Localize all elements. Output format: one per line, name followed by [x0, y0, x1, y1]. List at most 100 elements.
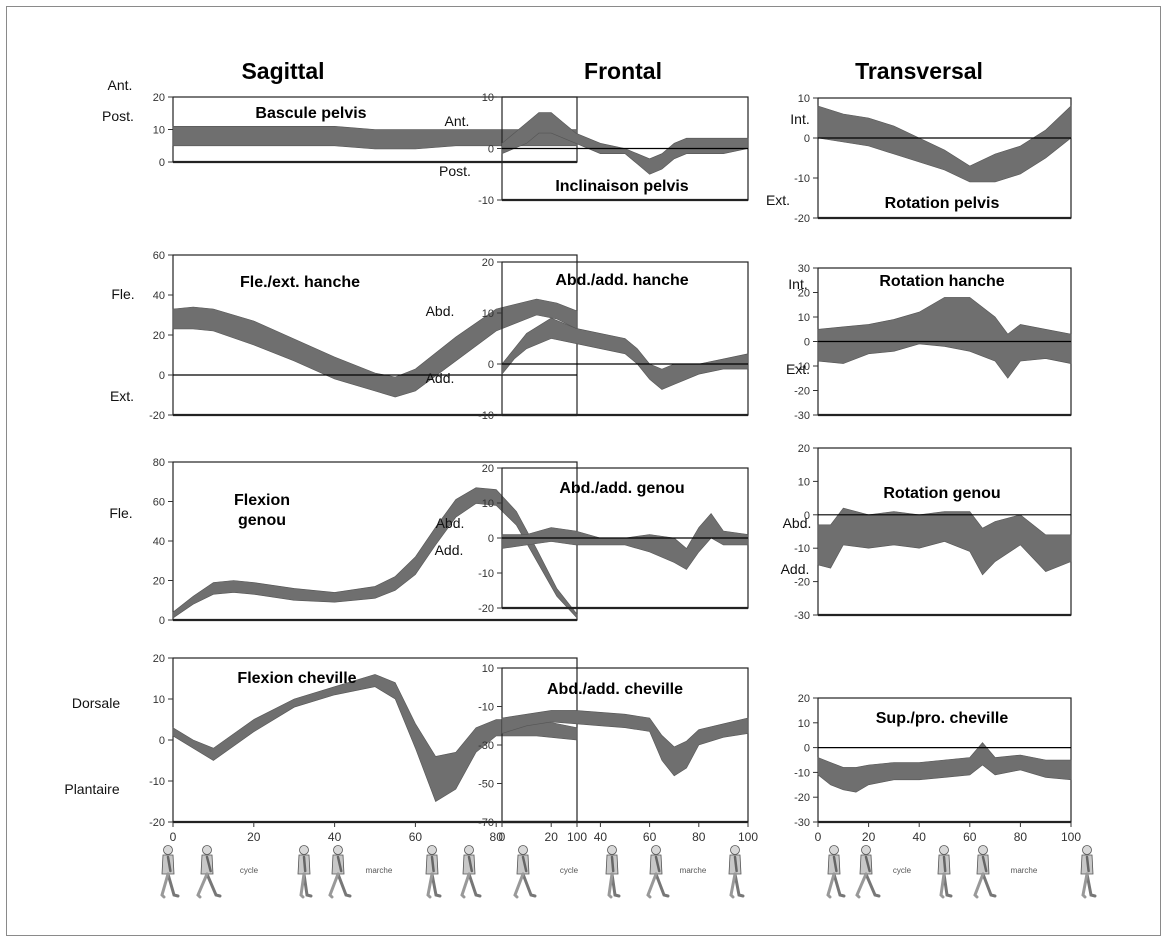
- walking-figure: [160, 845, 180, 899]
- y-tick-label: 20: [153, 92, 165, 104]
- x-tick-label: 0: [170, 830, 177, 844]
- figure-arm: [610, 855, 615, 873]
- y-tick-label: 80: [153, 457, 165, 469]
- y-tick-label: 10: [798, 718, 810, 730]
- gait-caption-label: cycle: [240, 866, 259, 875]
- figure-head: [163, 845, 173, 855]
- figure-leg: [336, 872, 352, 898]
- y-tick-label: 0: [804, 510, 810, 522]
- gait-caption-label: cycle: [560, 866, 579, 875]
- side-label: Post.: [102, 108, 134, 124]
- side-label: Add.: [426, 370, 455, 386]
- walking-figure: [973, 845, 997, 899]
- y-tick-label: 20: [153, 330, 165, 342]
- y-tick-label: 40: [153, 536, 165, 548]
- y-tick-label: 20: [798, 443, 810, 455]
- y-tick-label: 30: [798, 263, 810, 275]
- figure-leg: [196, 872, 209, 899]
- x-tick-label: 60: [963, 830, 977, 844]
- side-label: Int.: [790, 111, 809, 127]
- y-tick-label: -20: [478, 603, 494, 615]
- side-label: Add.: [435, 542, 464, 558]
- y-tick-label: 20: [482, 257, 494, 269]
- data-band: [501, 710, 749, 777]
- side-label: Fle.: [111, 286, 134, 302]
- plots-grid: 0 10 20 Bascule pelvis Ant. Post. -10 0 10 Inclin…: [64, 77, 1081, 844]
- data-band: [817, 742, 1072, 793]
- figure-head: [464, 845, 474, 855]
- figure-arm: [521, 855, 528, 873]
- walking-figure: [460, 845, 482, 899]
- data-band: [817, 507, 1072, 576]
- y-tick-label: -20: [149, 817, 165, 829]
- figure-leg: [826, 872, 836, 899]
- data-band: [817, 105, 1072, 183]
- x-tick-label: 0: [499, 830, 506, 844]
- figure-leg: [1081, 872, 1089, 899]
- y-tick-label: -10: [478, 702, 494, 714]
- y-tick-label: 10: [153, 125, 165, 137]
- walking-figure: [196, 845, 222, 899]
- x-tick-label: 100: [567, 830, 587, 844]
- y-tick-label: -30: [794, 817, 810, 829]
- y-tick-label: 0: [159, 157, 165, 169]
- y-tick-label: -10: [478, 568, 494, 580]
- panel-title: Bascule pelvis: [255, 105, 366, 122]
- figure-leg: [1085, 872, 1097, 898]
- y-tick-label: -10: [478, 195, 494, 207]
- figure-leg: [864, 872, 881, 898]
- figure-head: [861, 845, 871, 855]
- y-tick-label: -20: [794, 386, 810, 398]
- figure-leg: [160, 872, 170, 899]
- figure-head: [427, 845, 437, 855]
- y-tick-label: -10: [794, 767, 810, 779]
- chart-panel-4: -20 0 20 40 60 Fle./ext. hanche Fle. Ext.: [110, 250, 578, 422]
- walking-figure: [297, 845, 313, 899]
- x-tick-label: 60: [643, 830, 657, 844]
- y-tick-label: 20: [153, 576, 165, 588]
- data-band: [501, 317, 749, 390]
- side-label: Ant.: [445, 113, 470, 129]
- figure-arm: [166, 855, 172, 873]
- chart-panel-7: 0 20 40 60 80 Flexion genou Fle.: [109, 457, 578, 627]
- x-tick-label: 80: [1014, 830, 1028, 844]
- figure-arm: [832, 855, 838, 873]
- x-tick-label: 40: [594, 830, 608, 844]
- figure-head: [1082, 845, 1092, 855]
- x-tick-label: 40: [328, 830, 342, 844]
- y-tick-label: 40: [153, 290, 165, 302]
- y-tick-label: 0: [159, 615, 165, 627]
- figure-leg: [299, 872, 306, 899]
- panel-title: Inclinaison pelvis: [555, 178, 688, 195]
- figure-arm: [654, 855, 661, 873]
- y-tick-label: 10: [798, 93, 810, 105]
- chart-panel-2: -10 0 10 Inclinaison pelvis Ant. Post.: [439, 92, 749, 207]
- y-tick-label: 10: [153, 694, 165, 706]
- y-tick-label: 10: [482, 663, 494, 675]
- figure-leg: [610, 872, 621, 898]
- y-tick-label: -30: [794, 610, 810, 622]
- y-tick-label: 60: [153, 250, 165, 262]
- y-tick-label: -20: [794, 792, 810, 804]
- figure-arm: [467, 855, 474, 873]
- figure-leg: [939, 872, 946, 899]
- gait-cycle-strip: cycle marche cycle marche cycle marche: [160, 845, 1097, 899]
- y-tick-label: -10: [794, 543, 810, 555]
- y-tick-label: -20: [794, 213, 810, 225]
- x-tick-label: 20: [247, 830, 261, 844]
- y-tick-label: 10: [482, 92, 494, 104]
- data-band: [817, 297, 1072, 379]
- walking-figure: [646, 845, 670, 899]
- side-label: Ext.: [786, 361, 810, 377]
- column-title-transversal: Transversal: [855, 58, 983, 84]
- walking-figure: [937, 845, 953, 899]
- side-label: Fle.: [109, 505, 132, 521]
- figure-leg: [513, 872, 525, 899]
- side-label: Ant.: [108, 77, 133, 93]
- panel-title: Abd./add. genou: [559, 480, 684, 497]
- walking-figure: [1080, 845, 1097, 899]
- panel-title: Rotation genou: [883, 485, 1000, 502]
